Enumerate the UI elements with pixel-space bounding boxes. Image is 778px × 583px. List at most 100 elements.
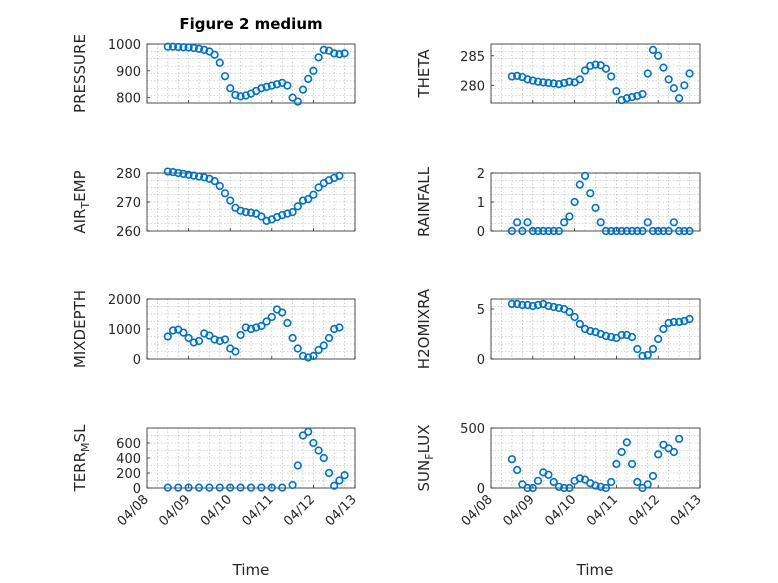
data-point	[601, 64, 611, 73]
data-point	[262, 317, 271, 326]
data-point	[194, 483, 204, 492]
data-point	[309, 351, 318, 361]
data-point	[627, 332, 637, 342]
data-point	[513, 71, 522, 80]
chart-panel-air-temp: 260 270 280 AIRTEMP	[71, 167, 356, 240]
data-point	[241, 323, 250, 332]
data-point	[680, 81, 689, 90]
data-point	[669, 218, 678, 227]
data-point	[596, 482, 605, 491]
data-point	[330, 49, 339, 58]
data-point	[179, 169, 188, 178]
y-tick-label: 0	[477, 482, 485, 497]
data-point	[189, 171, 198, 180]
x-axis-label-right: Time	[576, 561, 614, 579]
chart-panel-theta: 280 285 THETA	[415, 43, 701, 105]
data-point	[544, 78, 553, 88]
data-point	[513, 465, 522, 475]
data-point	[580, 66, 590, 75]
y-tick-label: 5	[477, 303, 485, 318]
data-point	[236, 206, 245, 215]
data-point	[179, 328, 188, 337]
data-point	[685, 226, 694, 236]
x-tick-label: 04/13	[323, 492, 360, 529]
data-point	[612, 87, 621, 96]
data-point	[241, 208, 250, 217]
data-point	[612, 459, 621, 469]
data-point	[507, 299, 517, 309]
data-point	[528, 226, 537, 236]
data-point	[601, 331, 611, 341]
data-point	[664, 226, 673, 236]
data-point	[659, 63, 668, 72]
data-point	[669, 447, 678, 457]
data-point	[262, 216, 271, 225]
data-point	[596, 218, 605, 227]
y-axis-label: SUNFLUX	[415, 425, 436, 492]
data-point	[257, 84, 266, 93]
data-point	[189, 338, 198, 347]
data-point	[617, 95, 626, 105]
y-tick-label: 2000	[108, 293, 141, 308]
data-point	[168, 326, 178, 335]
data-point	[523, 218, 532, 227]
data-point	[267, 81, 276, 90]
data-point	[179, 43, 188, 52]
data-point	[575, 180, 584, 189]
data-point	[643, 480, 652, 489]
data-point	[309, 190, 318, 199]
data-point	[627, 226, 637, 236]
data-point	[236, 92, 245, 101]
y-tick-label: 200	[116, 467, 141, 482]
data-point	[633, 344, 642, 354]
data-point	[518, 226, 527, 236]
y-axis-label-subscript: F	[423, 453, 436, 459]
data-point	[586, 326, 595, 336]
data-point	[622, 438, 631, 447]
data-point	[617, 226, 626, 236]
data-point	[200, 173, 209, 182]
data-point	[586, 189, 595, 198]
data-point	[257, 483, 266, 492]
y-tick-label: 0	[133, 482, 141, 497]
data-point	[309, 438, 318, 448]
axes-frame	[490, 43, 701, 104]
data-point	[174, 42, 183, 52]
data-point	[293, 97, 302, 106]
data-point	[168, 42, 178, 51]
data-point	[680, 226, 689, 236]
data-point	[340, 49, 349, 58]
data-point	[324, 468, 334, 478]
data-point	[627, 459, 637, 469]
data-point	[565, 483, 574, 493]
data-point	[669, 317, 678, 327]
data-point	[246, 324, 256, 334]
data-point	[298, 351, 308, 361]
data-point	[633, 477, 642, 487]
axes-frame	[146, 43, 356, 104]
data-point	[205, 331, 214, 340]
data-point	[174, 168, 183, 178]
data-point	[565, 212, 574, 221]
data-point	[544, 301, 553, 311]
data-point	[194, 172, 204, 181]
data-point	[533, 77, 543, 86]
data-point	[533, 300, 543, 310]
data-point	[570, 197, 579, 207]
data-point	[189, 43, 198, 53]
y-tick-label: 280	[460, 79, 485, 94]
data-point	[622, 226, 631, 236]
data-point	[643, 218, 652, 227]
data-point	[168, 168, 178, 177]
data-point	[226, 483, 235, 492]
data-point	[674, 226, 684, 236]
data-point	[220, 189, 230, 198]
y-axis-label-subscript: M	[79, 442, 92, 452]
data-point	[507, 226, 517, 236]
data-point	[220, 72, 230, 81]
data-point	[278, 308, 287, 317]
x-tick-label: 04/10	[198, 492, 235, 529]
data-point	[210, 50, 219, 59]
y-tick-label: 2	[477, 167, 485, 182]
data-point	[607, 332, 616, 342]
